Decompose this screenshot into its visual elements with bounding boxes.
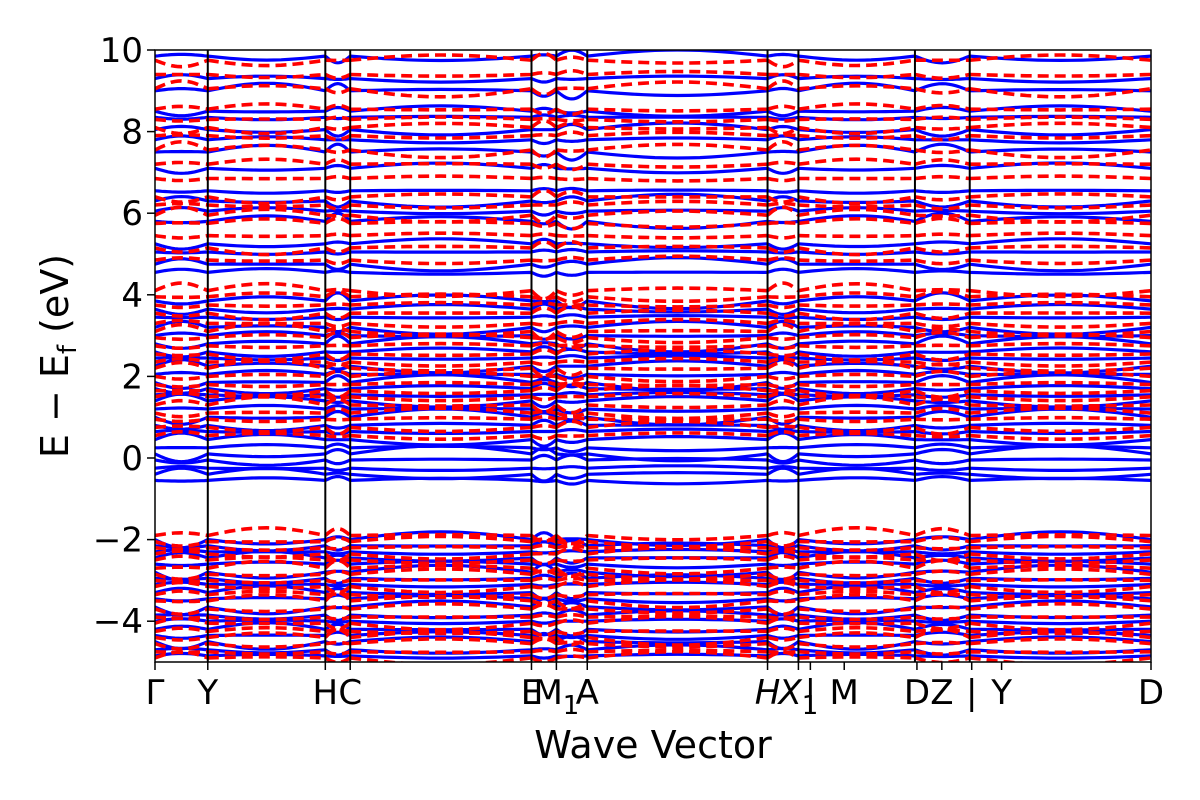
solid-band-38 [155,330,1151,341]
y-tick-label: −2 [93,521,143,561]
dashed-band-55 [155,51,1151,69]
solid-band-54 [155,121,1151,138]
solid-band-0 [155,651,1151,660]
solid-band-52 [155,142,1151,162]
solid-band-8 [155,593,1151,605]
solid-band-40 [155,313,1151,322]
dashed-band-52 [155,102,1151,117]
solid-band-56 [155,104,1151,118]
x-tick-label: X1 [776,673,818,721]
x-tick-label: H [313,673,339,713]
dashed-band-48 [155,139,1151,160]
solid-band-46 [155,237,1151,251]
solid-band-48 [155,205,1151,217]
dashed-band-46 [155,174,1151,183]
dashed-band-53 [155,79,1151,99]
solid-band-59 [155,50,1151,65]
dashed-band-6 [155,612,1151,622]
dashed-band-18 [155,525,1151,546]
dashed-band-34 [155,317,1151,329]
solid-band-24 [155,431,1151,448]
x-tick-label: D [1138,673,1164,713]
x-tick-label: Y [196,673,218,713]
x-tick-label: | [966,673,977,713]
dashed-band-47 [155,157,1151,172]
y-tick-label: 4 [121,276,143,316]
dashed-band-37 [155,289,1151,304]
solid-band-58 [155,73,1151,84]
dashed-band-45 [155,188,1151,206]
dashed-band-39 [155,254,1151,266]
dashed-band-51 [155,115,1151,124]
solid-band-50 [155,186,1151,195]
dashed-band-35 [155,304,1151,322]
y-axis-label-unit: (eV) [33,254,77,345]
y-tick-label: 10 [100,31,143,71]
dashed-band-12 [155,567,1151,582]
y-tick-label: −4 [93,602,143,642]
dashed-band-54 [155,68,1151,80]
x-tick-label: | [805,673,816,713]
dashed-band-22 [155,406,1151,421]
y-axis-label: E − Ef (eV) [33,254,83,458]
x-tick-label: M1 [533,673,579,721]
solid-band-10 [155,580,1151,589]
solid-band-20 [155,464,1151,473]
dashed-band-9 [155,589,1151,601]
dashed-band-13 [155,558,1151,579]
solid-band-13 [155,558,1151,570]
dashed-band-31 [155,341,1151,350]
solid-band-49 [155,192,1151,209]
solid-band-35 [155,354,1151,363]
dashed-band-50 [155,118,1151,136]
dashed-band-43 [155,205,1151,225]
y-tick-label: 8 [121,113,143,153]
y-axis-label-main: E − E [33,354,77,458]
y-tick-label: 0 [121,439,143,479]
plot-frame [154,49,1152,663]
x-tick-label: Y [990,673,1012,713]
x-tick-label: M [830,673,859,713]
solid-band-25 [155,427,1151,436]
solid-band-5 [155,617,1151,626]
x-tick-label: D [904,673,930,713]
y-tick-label: 6 [121,194,143,234]
bands-layer [155,50,1151,662]
dashed-band-7 [155,601,1151,617]
x-tick-label: Γ [146,673,165,713]
x-tick-label: H [755,673,781,713]
dashed-band-41 [155,231,1151,240]
dashed-band-4 [155,625,1151,637]
solid-band-53 [155,134,1151,146]
dashed-band-40 [155,239,1151,257]
solid-band-47 [155,211,1151,231]
x-tick-label: E [521,673,542,713]
dashed-band-30 [155,345,1151,362]
x-tick-label: A [576,673,599,713]
y-tick-label: 2 [121,357,143,397]
dashed-band-1 [155,647,1151,656]
solid-band-43 [155,266,1151,278]
x-tick-label: Z [930,673,953,713]
x-tick-label: C [338,673,362,713]
kpoint-lines [206,50,971,662]
dashed-band-36 [155,300,1151,310]
solid-band-45 [155,247,1151,256]
solid-band-51 [155,161,1151,175]
dashed-band-26 [155,380,1151,389]
dashed-band-38 [155,281,1151,301]
solid-band-57 [155,81,1151,101]
y-axis: −4 −2 0 2 4 6 8 10 [93,31,155,642]
x-axis-label: Wave Vector [534,723,772,767]
y-axis-label-subscript: f [53,344,83,354]
